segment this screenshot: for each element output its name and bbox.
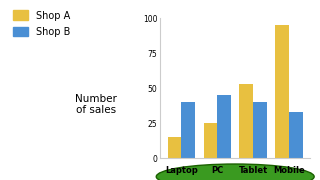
Text: Number
of sales: Number of sales — [75, 94, 117, 115]
Text: PC: PC — [211, 166, 223, 175]
Text: Laptop: Laptop — [165, 166, 198, 175]
Bar — [275, 25, 289, 158]
Bar — [217, 95, 231, 158]
Bar — [168, 137, 181, 158]
Bar — [253, 102, 267, 158]
Text: Mobile: Mobile — [273, 166, 305, 175]
Legend: Shop A, Shop B: Shop A, Shop B — [11, 8, 72, 39]
Bar — [239, 84, 253, 158]
Text: Tablet: Tablet — [238, 166, 268, 175]
Bar — [289, 112, 302, 158]
Bar — [181, 102, 195, 158]
Bar — [204, 123, 217, 158]
Ellipse shape — [156, 164, 314, 180]
